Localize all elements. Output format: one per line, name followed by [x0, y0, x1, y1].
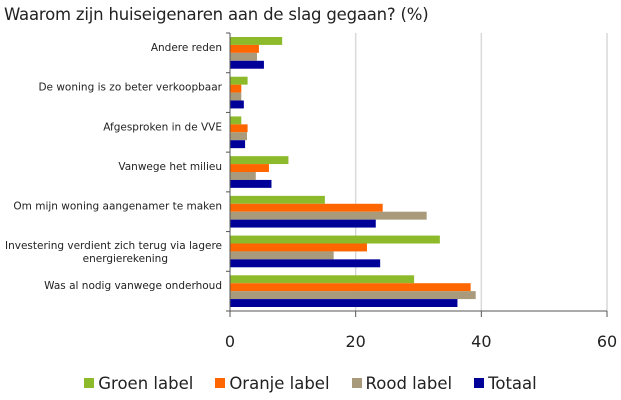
bar-oranje-label	[230, 283, 471, 292]
bar-totaal	[230, 179, 272, 188]
bar-groen-label	[230, 156, 289, 165]
category-label-line: Andere reden	[151, 42, 222, 54]
legend-label: Rood label	[365, 373, 453, 393]
bar-rood-label	[230, 132, 247, 141]
category-label: Afgesproken in de VVE	[103, 121, 222, 133]
category-label-line: Investering verdient zich terug via lage…	[5, 240, 222, 252]
bar-totaal	[230, 299, 458, 307]
bar-rood-label	[230, 251, 334, 260]
bar-oranje-label	[230, 203, 383, 212]
legend-label: Totaal	[488, 373, 537, 393]
bar-rood-label	[230, 92, 242, 101]
bar-oranje-label	[230, 164, 269, 172]
legend-swatch	[215, 378, 226, 388]
chart-title: Waarom zijn huiseigenaren aan de slag ge…	[4, 5, 429, 24]
category-label-line: energierekening	[83, 253, 168, 265]
bar-oranje-label	[230, 243, 367, 252]
bar-totaal	[230, 219, 376, 228]
category-label: Investering verdient zich terug via lage…	[5, 240, 222, 265]
category-label-line: Afgesproken in de VVE	[103, 121, 222, 133]
category-label-line: De woning is zo beter verkoopbaar	[38, 82, 222, 94]
category-label-line: Vanwege het milieu	[118, 161, 222, 173]
bar-chart: 0 20 40 60 Andere reden De woning is zo beter…	[5, 32, 617, 351]
legend-swatch	[474, 378, 485, 388]
legend-swatch	[351, 378, 362, 388]
legend-label: Groen label	[98, 373, 194, 393]
bar-oranje-label	[230, 124, 248, 133]
bar-totaal	[230, 100, 244, 109]
bar-rood-label	[230, 52, 258, 61]
category-label-line: Om mijn woning aangenamer te maken	[13, 201, 222, 213]
bar-rood-label	[230, 172, 256, 180]
bar-rood-label	[230, 291, 476, 300]
bar-totaal	[230, 140, 246, 149]
legend-label: Oranje label	[229, 373, 330, 393]
bar-groen-label	[230, 235, 440, 244]
legend-item: Rood label	[351, 373, 453, 393]
bar-groen-label	[230, 195, 325, 204]
legend-item: Totaal	[474, 374, 537, 393]
x-tick-label: 0	[225, 332, 235, 351]
category-label: Was al nodig vanwege onderhoud	[44, 280, 222, 292]
x-tick-label: 60	[597, 332, 617, 351]
category-label-line: Was al nodig vanwege onderhoud	[44, 280, 222, 292]
legend-swatch	[84, 378, 95, 388]
bar-groen-label	[230, 76, 248, 85]
legend: Groen label Oranje label Rood label Totaal	[0, 370, 621, 396]
bar-oranje-label	[230, 44, 259, 53]
bar-totaal	[230, 60, 264, 69]
bar-rood-label	[230, 211, 427, 220]
category-label: Vanwege het milieu	[118, 161, 222, 173]
x-tick-label: 40	[471, 332, 491, 351]
bar-groen-label	[230, 116, 242, 125]
category-label: De woning is zo beter verkoopbaar	[38, 82, 222, 94]
bar-totaal	[230, 259, 381, 268]
bar-groen-label	[230, 275, 415, 284]
bar-oranje-label	[230, 84, 242, 93]
category-label: Om mijn woning aangenamer te maken	[13, 201, 222, 213]
bar-groen-label	[230, 37, 283, 45]
x-tick-label: 20	[345, 332, 365, 351]
category-label: Andere reden	[151, 42, 222, 54]
legend-item: Oranje label	[215, 373, 330, 393]
legend-item: Groen label	[84, 374, 193, 393]
